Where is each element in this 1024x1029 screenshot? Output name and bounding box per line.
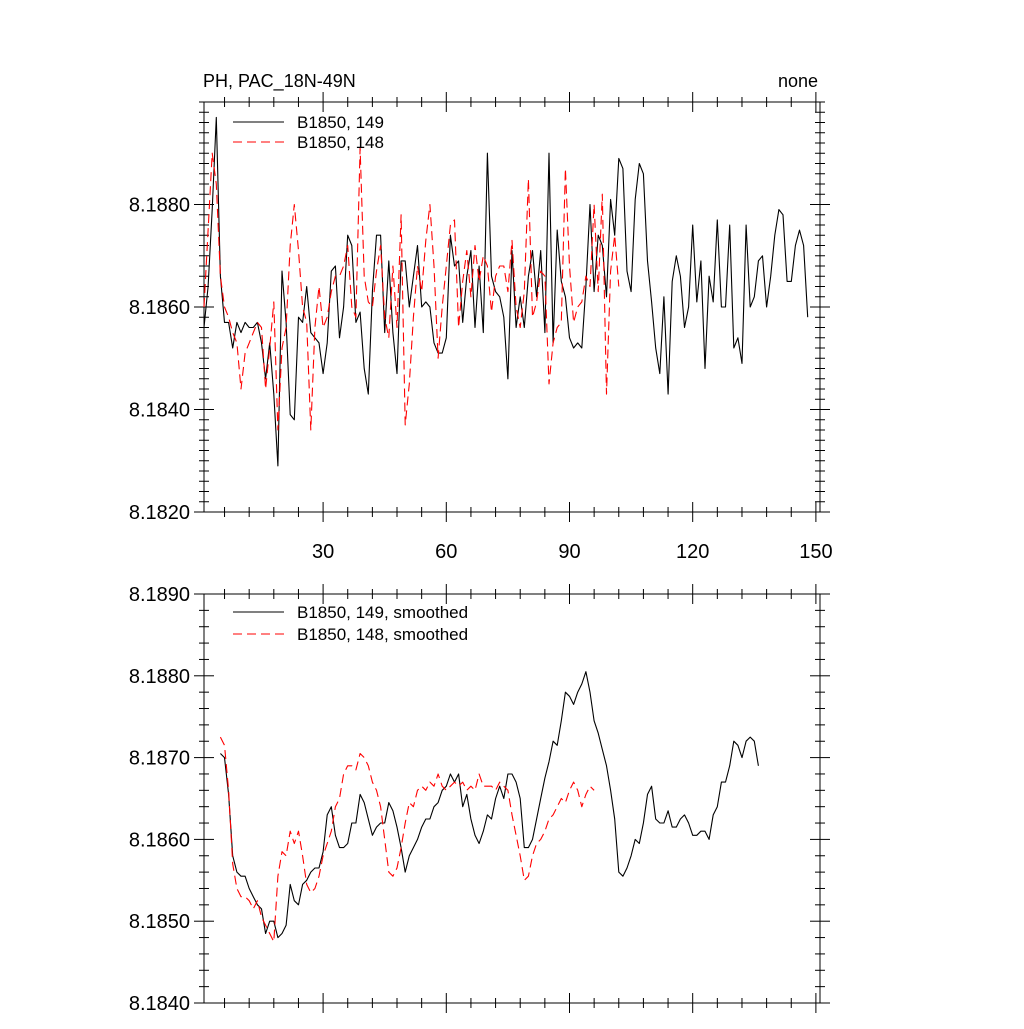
legend: B1850, 149, smoothed B1850, 148, smoothe… — [233, 603, 468, 644]
x-tick-label: 90 — [558, 541, 580, 563]
y-tick-label: 8.1820 — [129, 502, 190, 524]
series-group — [219, 671, 759, 943]
plot-frame — [203, 101, 821, 513]
series-group — [203, 116, 809, 467]
series-line — [220, 671, 759, 939]
y-tick-label: 8.1840 — [129, 993, 190, 1015]
legend: B1850, 149 B1850, 148 — [233, 113, 384, 152]
series-line — [203, 147, 620, 431]
legend-entry: B1850, 148, smoothed — [297, 625, 468, 644]
x-tick-label: 60 — [435, 541, 457, 563]
chart-title-right: none — [778, 71, 818, 91]
series-line — [203, 116, 809, 467]
y-tick-label: 8.1880 — [129, 666, 190, 688]
y-tick-label: 8.1880 — [129, 195, 190, 217]
axes: 30 60 90 120 150 8.1820 8.1840 8.1860 8.1880 — [129, 92, 833, 563]
x-tick-label: 120 — [676, 541, 709, 563]
plot-frame — [203, 593, 821, 1004]
bottom-panel: 8.1840 8.1850 8.1860 8.1870 8.1880 8.1890 B18… — [129, 584, 830, 1015]
legend-entry: B1850, 148 — [297, 133, 384, 152]
y-tick-label: 8.1860 — [129, 829, 190, 851]
chart-title: PH, PAC_18N-49N — [203, 71, 356, 92]
y-tick-label: 8.1840 — [129, 400, 190, 422]
y-tick-label: 8.1860 — [129, 297, 190, 319]
y-tick-label: 8.1870 — [129, 748, 190, 770]
axes: 8.1840 8.1850 8.1860 8.1870 8.1880 8.1890 — [129, 584, 830, 1015]
top-panel: PH, PAC_18N-49N none 30 60 90 120 150 8.1820 8… — [129, 71, 833, 563]
y-tick-label: 8.1850 — [129, 911, 190, 933]
x-tick-label: 150 — [799, 541, 832, 563]
legend-entry: B1850, 149 — [297, 113, 384, 132]
series-line — [219, 736, 595, 943]
x-tick-label: 30 — [312, 541, 334, 563]
y-tick-label: 8.1890 — [129, 584, 190, 606]
legend-entry: B1850, 149, smoothed — [297, 603, 468, 622]
